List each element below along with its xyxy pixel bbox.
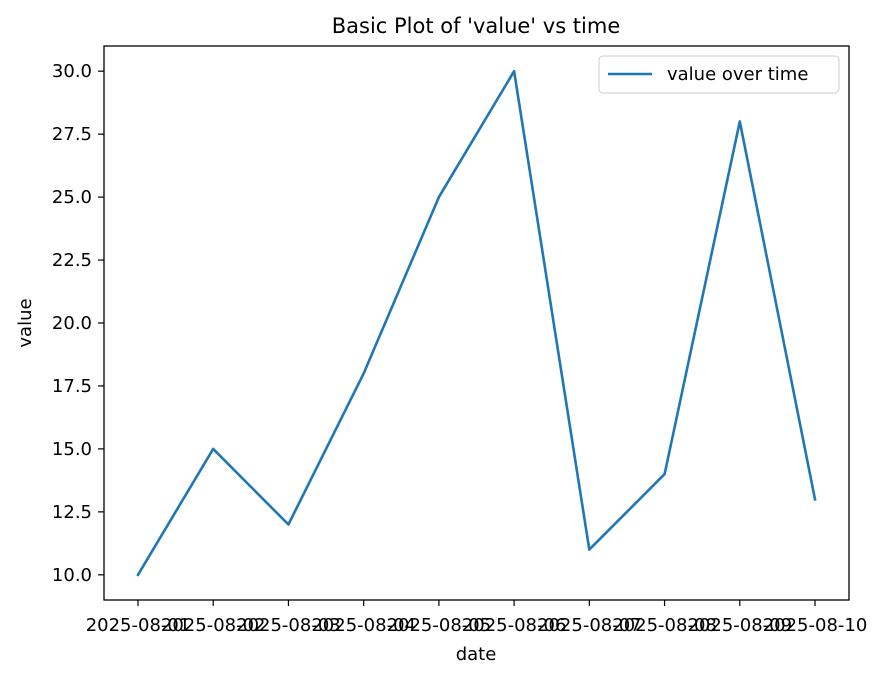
plot-frame xyxy=(103,45,850,601)
legend-box xyxy=(598,55,840,94)
x-tick-label: 2025-08-08 xyxy=(612,615,717,636)
y-tick-label: 12.5 xyxy=(52,502,92,523)
x-tick-label: 2025-08-07 xyxy=(537,615,642,636)
series-line xyxy=(136,69,817,577)
y-tick-label: 22.5 xyxy=(52,250,92,271)
series-layer xyxy=(136,69,817,577)
y-tick-label: 25.0 xyxy=(52,187,92,208)
y-tick-label: 10.0 xyxy=(52,565,92,586)
x-tick-label: 2025-08-02 xyxy=(161,615,266,636)
y-tick-label: 17.5 xyxy=(52,376,92,397)
legend: value over time xyxy=(598,55,840,94)
x-tick-label: 2025-08-10 xyxy=(763,615,868,636)
chart-title: Basic Plot of 'value' vs time xyxy=(332,14,621,38)
y-axis-ticks: 10.0 12.5 15.0 17.5 20.0 22.5 25.0 27.5 30.0 xyxy=(52,61,104,586)
y-tick-label: 27.5 xyxy=(52,124,92,145)
y-axis-label: value xyxy=(15,298,36,347)
x-tick-label: 2025-08-05 xyxy=(387,615,492,636)
x-tick-label: 2025-08-06 xyxy=(462,615,567,636)
y-tick-label: 15.0 xyxy=(52,439,92,460)
x-tick-label: 2025-08-01 xyxy=(86,615,191,636)
x-axis-ticks: 2025-08-012025-08-022025-08-032025-08-04… xyxy=(86,600,868,636)
x-tick-label: 2025-08-04 xyxy=(311,615,416,636)
x-tick-label: 2025-08-03 xyxy=(236,615,341,636)
y-tick-label: 20.0 xyxy=(52,313,92,334)
legend-label: value over time xyxy=(667,64,808,85)
x-tick-label: 2025-08-09 xyxy=(687,615,792,636)
y-tick-label: 30.0 xyxy=(52,61,92,82)
x-axis-label: date xyxy=(456,644,497,665)
